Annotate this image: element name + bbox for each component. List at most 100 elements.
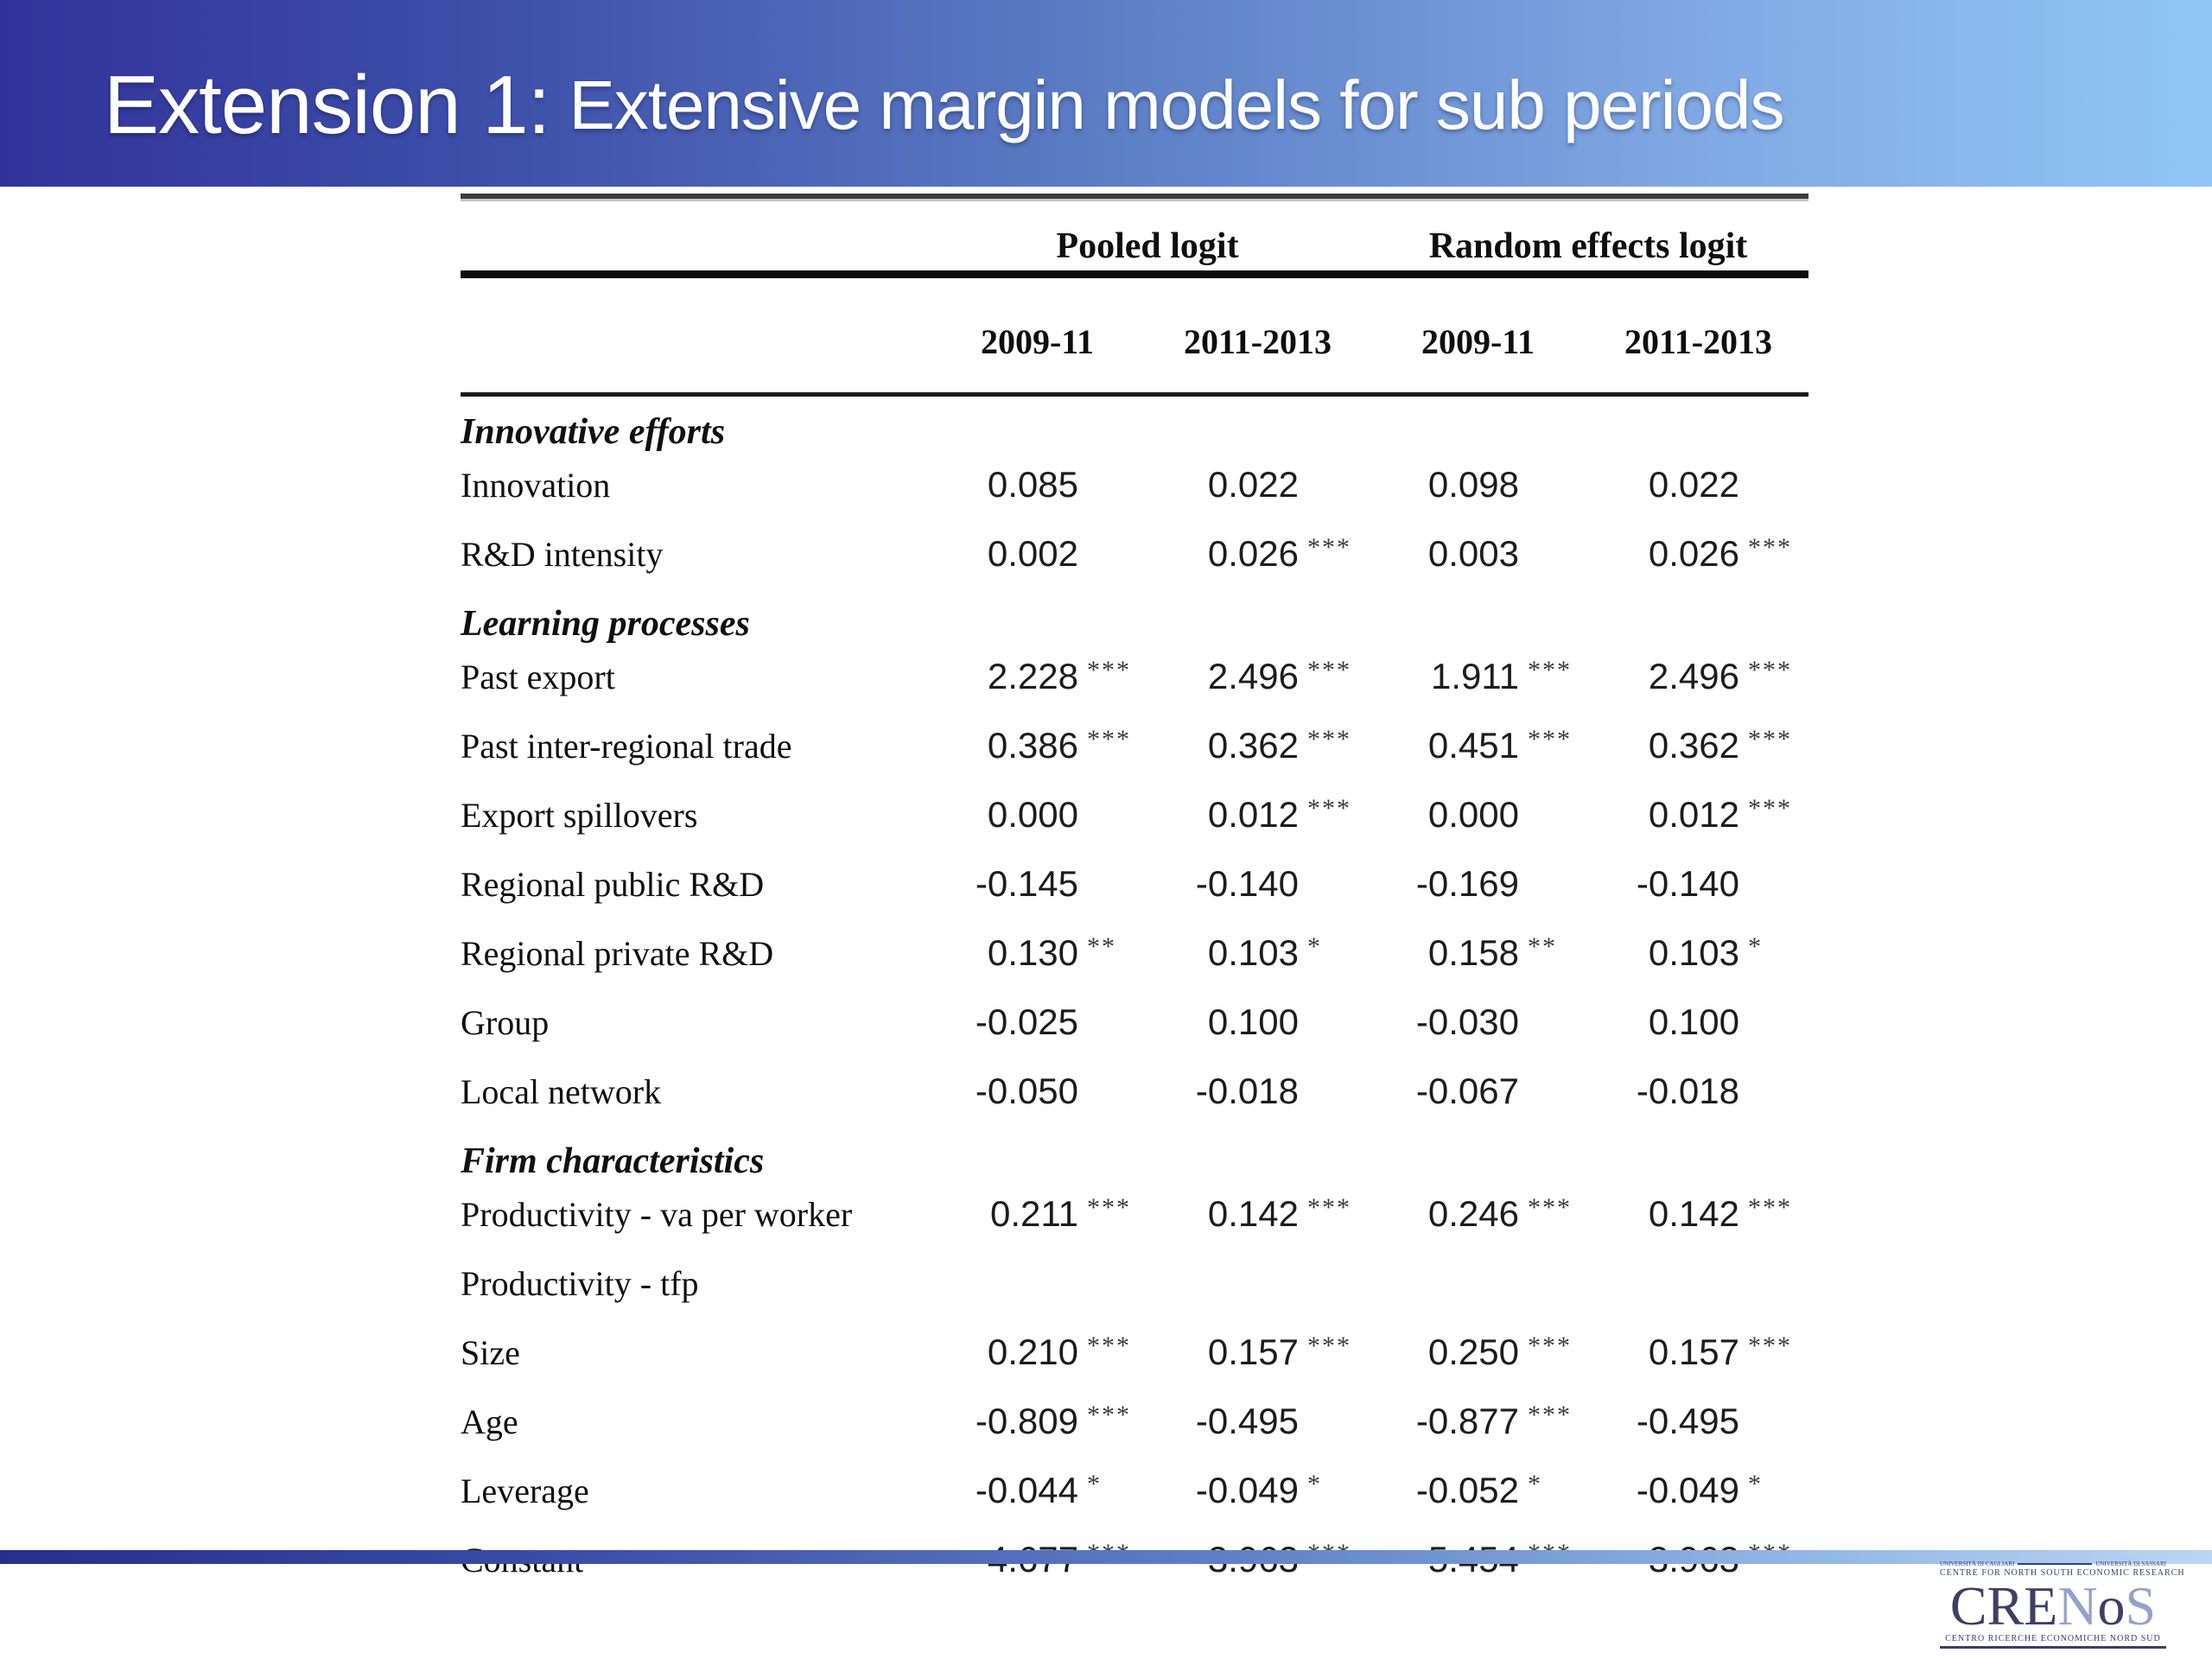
coefficient-value: -0.049: [1195, 1470, 1299, 1510]
table-row: Regional public R&D -0.145 -0.140 -0.169 -0.…: [461, 849, 1808, 918]
value-cell: 0.012 ***: [1588, 794, 1808, 836]
coefficient-value: -0.050: [975, 1071, 1078, 1111]
coefficient-value: 1.911: [1431, 656, 1519, 696]
coefficient-value: -0.052: [1415, 1470, 1519, 1510]
value-cell: -0.052 *: [1368, 1470, 1588, 1511]
column-header-pooled-2011-2013: 2011-2013: [1183, 321, 1332, 361]
column-header-re-2011-2013: 2011-2013: [1624, 321, 1773, 361]
significance-stars: ***: [1307, 1332, 1351, 1360]
coefficient-value: 0.098: [1427, 464, 1519, 505]
coefficient-value: -0.025: [975, 1001, 1078, 1042]
value-cell: 0.000: [1368, 794, 1588, 836]
significance-stars: ***: [1528, 725, 1572, 753]
coefficient-value: 0.085: [987, 464, 1078, 505]
coefficient-value: -0.495: [1636, 1401, 1739, 1441]
coefficient-value: -0.049: [1636, 1470, 1739, 1510]
table-row: Regional private R&D 0.130 ** 0.103 * 0.158 **…: [461, 918, 1808, 988]
value-cell: 0.003: [1368, 533, 1588, 575]
table-section-row: Learning processes: [461, 588, 1808, 642]
crenos-wordmark: CRENoS: [1940, 1578, 2166, 1634]
significance-stars: ***: [1087, 656, 1131, 684]
value-cell: 0.210 ***: [927, 1332, 1147, 1373]
coefficient-value: -0.067: [1415, 1071, 1519, 1111]
significance-stars: ***: [1748, 1193, 1792, 1222]
table-row: Group -0.025 0.100 -0.030 0.100: [461, 988, 1808, 1057]
value-cell: 0.130 **: [927, 932, 1147, 974]
column-group-random-effects-logit: Random effects logit: [1428, 226, 1748, 266]
value-cell: 0.022: [1147, 464, 1368, 505]
significance-stars: ***: [1528, 1401, 1572, 1429]
section-heading: Firm characteristics: [461, 1141, 765, 1181]
table-row: Productivity - tfp: [461, 1249, 1808, 1318]
coefficient-value: 2.496: [1207, 656, 1299, 696]
value-cell: -0.050: [927, 1071, 1147, 1112]
value-cell: 0.026 ***: [1588, 533, 1808, 575]
significance-stars: ***: [1748, 1332, 1792, 1360]
significance-stars: ***: [1748, 533, 1792, 562]
coefficient-value: 0.100: [1207, 1001, 1299, 1042]
coefficient-value: 0.002: [987, 533, 1078, 574]
value-cell: -0.044 *: [927, 1470, 1147, 1511]
results-table: Pooled logit Random effects logit 2009-1…: [461, 194, 1808, 1594]
coefficient-value: 0.012: [1648, 794, 1739, 835]
value-cell: 0.142 ***: [1588, 1193, 1808, 1235]
column-header-pooled-2009-11: 2009-11: [980, 321, 1095, 361]
value-cell: 0.362 ***: [1147, 725, 1368, 766]
coefficient-value: 0.100: [1648, 1001, 1739, 1042]
table-section-row: Firm characteristics: [461, 1126, 1808, 1179]
significance-stars: **: [1087, 932, 1116, 961]
coefficient-value: 0.142: [1207, 1193, 1299, 1234]
coefficient-value: 0.103: [1207, 932, 1299, 973]
coefficient-value: -0.877: [1415, 1401, 1519, 1441]
value-cell: 2.496 ***: [1147, 656, 1368, 697]
value-cell: 0.246 ***: [1368, 1193, 1588, 1235]
significance-stars: **: [1528, 932, 1557, 961]
coefficient-value: 0.451: [1427, 725, 1519, 766]
coefficient-value: 0.250: [1427, 1332, 1519, 1372]
coefficient-value: 0.158: [1427, 932, 1519, 973]
coefficient-value: 0.003: [1427, 533, 1519, 574]
row-label: Age: [461, 1402, 518, 1441]
row-label: Regional public R&D: [461, 864, 765, 904]
coefficient-value: -0.140: [1195, 863, 1299, 904]
value-cell: 0.250 ***: [1368, 1332, 1588, 1373]
table-row: Age -0.809 *** -0.495 -0.877 *** -0.495: [461, 1387, 1808, 1456]
logo-subtitle-english: CENTRE FOR NORTH SOUTH ECONOMIC RESEARCH: [1940, 1568, 2185, 1578]
row-label: Past export: [461, 657, 615, 696]
coefficient-value: 0.246: [1427, 1193, 1519, 1234]
row-label: R&D intensity: [461, 534, 664, 574]
coefficient-value: 2.228: [987, 656, 1078, 696]
coefficient-value: -0.169: [1415, 863, 1519, 904]
value-cell: 2.228 ***: [927, 656, 1147, 697]
coefficient-value: 0.210: [987, 1332, 1078, 1372]
significance-stars: *: [1307, 1470, 1322, 1498]
column-group-pooled-logit: Pooled logit: [1056, 226, 1239, 266]
coefficient-value: -0.809: [975, 1401, 1078, 1441]
table-row: Local network -0.050 -0.018 -0.067 -0.018: [461, 1057, 1808, 1126]
coefficient-value: 0.000: [987, 794, 1078, 835]
coefficient-value: 0.362: [1207, 725, 1299, 766]
significance-stars: ***: [1087, 725, 1131, 753]
row-label: Leverage: [461, 1471, 589, 1510]
coefficient-value: 0.022: [1648, 464, 1739, 505]
table-row: R&D intensity 0.002 0.026 *** 0.003 0.026 ***: [461, 519, 1808, 588]
value-cell: 0.002: [927, 533, 1147, 575]
table-row: Productivity - va per worker 0.211 *** 0.14…: [461, 1179, 1808, 1249]
significance-stars: ***: [1748, 656, 1792, 684]
wordmark-cre: CRE: [1949, 1575, 2058, 1637]
value-cell: 0.142 ***: [1147, 1193, 1368, 1235]
title-banner: Extension 1: Extensive margin models for…: [0, 0, 2212, 187]
coefficient-value: 2.496: [1648, 656, 1739, 696]
value-cell: 0.157 ***: [1588, 1332, 1808, 1373]
value-cell: -0.495: [1588, 1401, 1808, 1442]
row-label: Size: [461, 1332, 520, 1372]
coefficient-value: 0.157: [1648, 1332, 1739, 1372]
significance-stars: *: [1528, 1470, 1542, 1498]
row-label: Past inter-regional trade: [461, 726, 792, 766]
coefficient-value: -0.145: [975, 863, 1078, 904]
value-cell: 1.911 ***: [1368, 656, 1588, 697]
section-heading: Innovative efforts: [461, 412, 726, 452]
table-top-rule: [461, 194, 1808, 199]
row-label: Group: [461, 1002, 550, 1042]
value-cell: 0.386 ***: [927, 725, 1147, 766]
